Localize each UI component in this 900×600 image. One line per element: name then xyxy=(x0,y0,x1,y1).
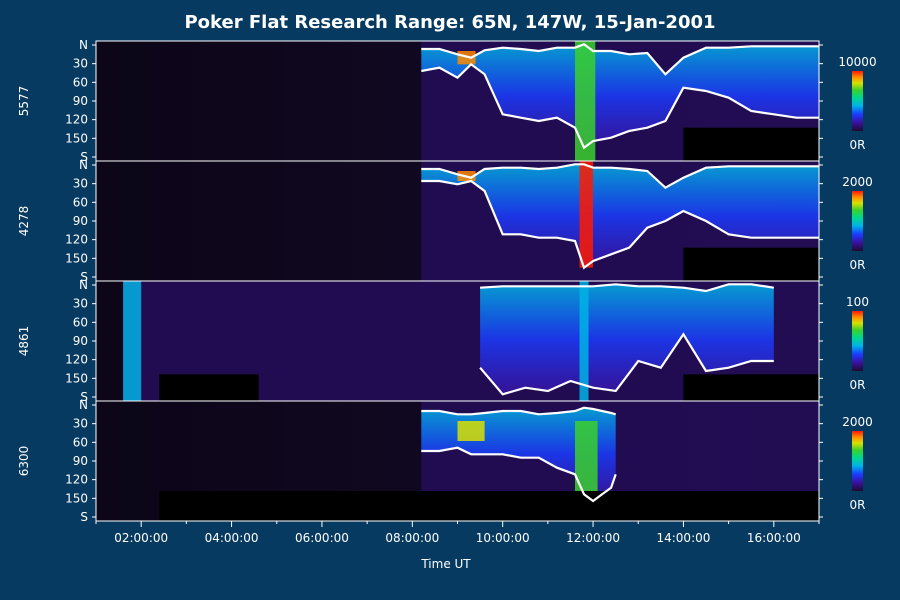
y-tick-label: 30 xyxy=(73,297,88,311)
wavelength-label: 4861 xyxy=(17,326,31,357)
intensity-band xyxy=(574,421,598,495)
y-tick-label: N xyxy=(79,38,88,52)
keogram-panels: N 30 60 90 120 150 S 5577 10000 0R N 30 60 90 120 150 S 4… xyxy=(17,38,877,524)
panel-6300: N 30 60 90 120 150 S 6300 2000 0R xyxy=(17,398,873,524)
aurora-emission xyxy=(480,284,774,395)
y-tick-label: 150 xyxy=(65,251,88,265)
colorbar-max-label: 100 xyxy=(846,295,869,309)
y-tick-label: 90 xyxy=(73,94,88,108)
wavelength-label: 4278 xyxy=(17,206,31,237)
intensity-band xyxy=(579,161,594,268)
y-tick-label: 90 xyxy=(73,214,88,228)
intensity-band xyxy=(457,421,485,441)
envelope-top-outline xyxy=(480,283,774,293)
intensity-band xyxy=(579,281,589,401)
y-tick-label: 120 xyxy=(65,473,88,487)
y-tick-label: 150 xyxy=(65,491,88,505)
envelope-bottom-outline xyxy=(421,62,819,150)
y-tick-label: 60 xyxy=(73,315,88,329)
x-tick-label: 04:00:00 xyxy=(205,531,259,545)
y-tick-label: S xyxy=(80,270,88,284)
y-tick-label: S xyxy=(80,390,88,404)
y-tick-label: 60 xyxy=(73,435,88,449)
colorbar-min-label: 0R xyxy=(850,498,866,512)
x-tick-label: 12:00:00 xyxy=(566,531,620,545)
envelope-top-outline xyxy=(421,406,616,416)
x-tick-label: 08:00:00 xyxy=(385,531,439,545)
x-tick-label: 10:00:00 xyxy=(476,531,530,545)
y-tick-label: 150 xyxy=(65,371,88,385)
y-tick-label: N xyxy=(79,158,88,172)
no-data-region xyxy=(683,374,819,401)
wavelength-label: 6300 xyxy=(17,446,31,477)
time-axis: 02:00:00 04:00:00 06:00:00 08:00:00 10:00:00… xyxy=(95,521,820,545)
envelope-top-outline xyxy=(421,163,819,190)
y-tick-label: 120 xyxy=(65,233,88,247)
y-tick-label: 120 xyxy=(65,353,88,367)
colorbar xyxy=(852,191,863,251)
y-tick-label: 30 xyxy=(73,417,88,431)
x-tick-label: 02:00:00 xyxy=(114,531,168,545)
y-tick-label: 30 xyxy=(73,57,88,71)
aurora-emission xyxy=(421,164,819,268)
y-tick-label: 30 xyxy=(73,177,88,191)
colorbar-min-label: 0R xyxy=(850,258,866,272)
wavelength-label: 5577 xyxy=(17,86,31,117)
x-axis-label: Time UT xyxy=(420,557,471,571)
no-data-region xyxy=(683,247,819,281)
envelope-bottom-outline xyxy=(479,332,774,396)
panel-4861: N 30 60 90 120 150 S 4861 100 0R xyxy=(17,278,869,404)
aurora-emission xyxy=(421,44,819,148)
colorbar-min-label: 0R xyxy=(850,138,866,152)
y-tick-label: 120 xyxy=(65,113,88,127)
y-tick-label: N xyxy=(79,278,88,292)
x-tick-label: 14:00:00 xyxy=(656,531,710,545)
y-tick-label: 150 xyxy=(65,131,88,145)
x-tick-label: 06:00:00 xyxy=(295,531,349,545)
y-tick-label: S xyxy=(80,150,88,164)
envelope-bottom-outline xyxy=(421,446,617,503)
colorbar-max-label: 2000 xyxy=(842,415,873,429)
intensity-band xyxy=(574,41,596,161)
y-tick-label: 90 xyxy=(73,334,88,348)
colorbar-max-label: 2000 xyxy=(842,175,873,189)
y-tick-label: 60 xyxy=(73,195,88,209)
intensity-band xyxy=(123,281,142,401)
x-tick-label: 16:00:00 xyxy=(747,531,801,545)
no-data-region xyxy=(683,491,819,521)
panel-4278: N 30 60 90 120 150 S 4278 2000 0R xyxy=(17,158,873,284)
no-data-region xyxy=(683,127,819,161)
y-tick-label: 90 xyxy=(73,454,88,468)
y-tick-label: S xyxy=(80,510,88,524)
y-tick-label: N xyxy=(79,398,88,412)
no-data-region xyxy=(159,491,684,521)
panel-5577: N 30 60 90 120 150 S 5577 10000 0R xyxy=(17,38,877,164)
colorbar-min-label: 0R xyxy=(850,378,866,392)
colorbar xyxy=(852,311,863,371)
colorbar-max-label: 10000 xyxy=(838,55,876,69)
chart-title: Poker Flat Research Range: 65N, 147W, 15… xyxy=(184,12,715,33)
no-data-region xyxy=(159,374,259,401)
envelope-bottom-outline xyxy=(421,179,819,270)
colorbar xyxy=(852,71,863,131)
colorbar xyxy=(852,431,863,491)
envelope-top-outline xyxy=(421,43,819,76)
y-tick-label: 60 xyxy=(73,75,88,89)
